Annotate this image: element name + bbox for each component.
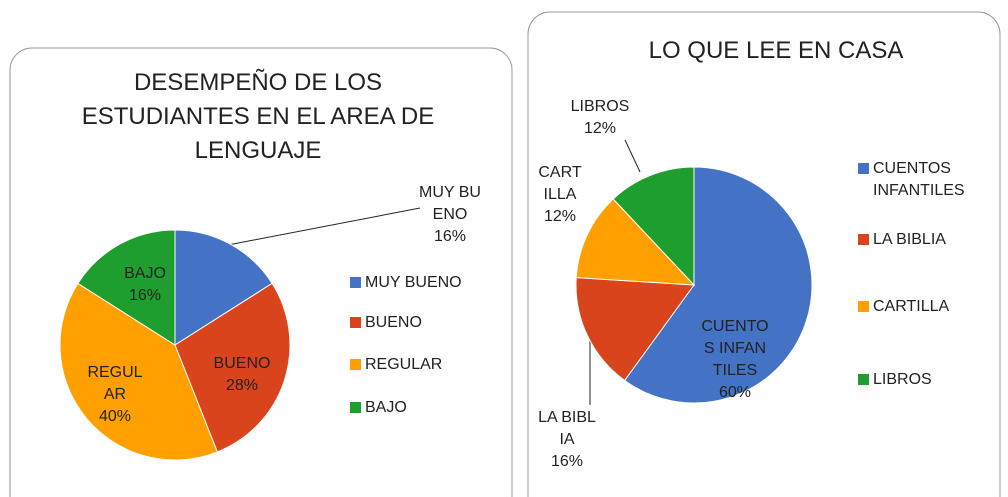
pie-slice [612, 166, 695, 287]
data-label-value: 16% [433, 228, 467, 245]
pie-slice [174, 229, 273, 346]
legend-item: BAJO [350, 397, 500, 419]
data-label: LA BIBLIA 16% [537, 407, 597, 473]
pie-slice [623, 166, 813, 404]
leader-line [227, 207, 421, 246]
legend-swatch [858, 234, 869, 245]
data-label-value: 60% [718, 384, 752, 401]
legend-label: CARTILLA [873, 298, 950, 315]
legend-swatch [350, 277, 361, 288]
legend-label: LA BIBLIA [873, 231, 946, 248]
legend-swatch [858, 163, 869, 174]
data-label: CUENTOS INFANTILES 60% [700, 316, 770, 404]
legend-swatch [350, 317, 361, 328]
data-label-name: REGULAR [87, 364, 143, 403]
data-label-value: 12% [583, 120, 617, 137]
data-label-name: MUY BUENO [419, 184, 481, 223]
legend-item: REGULAR [350, 354, 500, 376]
legend-item: BUENO [350, 312, 500, 334]
pie-slice [59, 282, 218, 461]
legend-swatch [858, 301, 869, 312]
pie-slice [174, 282, 291, 453]
legend-label: MUY BUENO [365, 274, 462, 291]
legend-item: CARTILLA [858, 296, 998, 318]
legend-item: LIBROS [858, 369, 998, 391]
data-label: CARTILLA 12% [538, 162, 583, 228]
data-label-name: BUENO [213, 355, 271, 372]
chart-title: LO QUE LEE EN CASA [648, 37, 904, 64]
legend-label: CUENTOS INFANTILES [873, 160, 965, 199]
data-label-name: BAJO [124, 265, 166, 282]
data-label-name: LA BIBLIA [538, 409, 596, 448]
data-label: REGULAR 40% [85, 362, 145, 428]
chart-title: DESEMPEÑO DE LOS ESTUDIANTES EN EL AREA … [81, 69, 435, 164]
data-label: BUENO 28% [212, 353, 272, 397]
legend-label: BAJO [365, 399, 407, 416]
legend-swatch [350, 402, 361, 413]
data-label-name: CUENTOS INFANTILES [701, 318, 769, 379]
legend-label: BUENO [365, 314, 422, 331]
legend-label: LIBROS [873, 371, 932, 388]
data-label-value: 28% [225, 377, 259, 394]
leader-line [624, 139, 641, 173]
data-label-value: 40% [98, 408, 132, 425]
legend-item: CUENTOS INFANTILES [858, 158, 998, 202]
data-label-value: 12% [543, 208, 577, 225]
legend-label: REGULAR [365, 356, 443, 373]
legend-item: LA BIBLIA [858, 229, 998, 251]
legend-swatch [858, 374, 869, 385]
data-label-name: CARTILLA [538, 164, 582, 203]
pie-slice [575, 198, 696, 286]
data-label: BAJO 16% [120, 263, 170, 307]
data-label-name: LIBROS [570, 98, 630, 115]
data-label-value: 16% [550, 453, 584, 470]
data-label-value: 16% [128, 287, 162, 304]
pie-slice [575, 277, 695, 382]
legend-item: MUY BUENO [350, 272, 500, 294]
legend-swatch [350, 359, 361, 370]
data-label: MUY BUENO 16% [415, 182, 485, 248]
pie-slice [77, 229, 176, 346]
data-label: LIBROS 12% [565, 96, 635, 140]
